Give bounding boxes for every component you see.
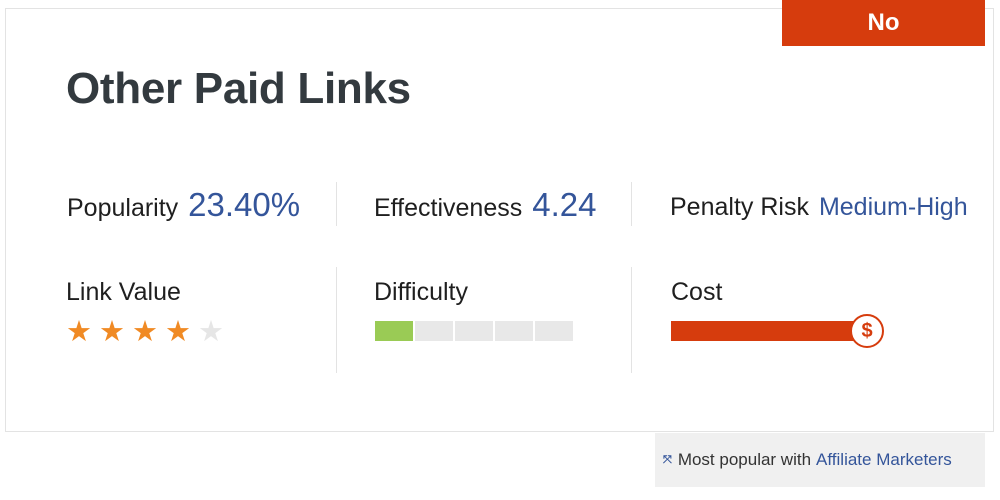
star-icon: ★ bbox=[165, 316, 191, 348]
effectiveness-label: Effectiveness bbox=[374, 194, 523, 222]
penalty-risk-label: Penalty Risk bbox=[670, 193, 809, 221]
link-value-stars: ★ ★ ★ ★ ★ bbox=[66, 318, 224, 347]
popularity-stat: Popularity 23.40% bbox=[67, 186, 300, 224]
difficulty-segment bbox=[495, 321, 533, 341]
affiliate-marketers-link[interactable]: Affiliate Marketers bbox=[816, 450, 952, 469]
popularity-footer: ⤧ Most popular with Affiliate Marketers bbox=[655, 433, 985, 487]
footer-text: Most popular with bbox=[677, 450, 812, 469]
star-icon: ★ bbox=[66, 316, 92, 348]
difficulty-meter bbox=[375, 321, 573, 341]
star-icon: ★ bbox=[132, 316, 158, 348]
divider bbox=[631, 267, 632, 373]
star-icon: ★ bbox=[198, 316, 224, 348]
link-card bbox=[5, 8, 994, 432]
difficulty-segment bbox=[455, 321, 493, 341]
effectiveness-value: 4.24 bbox=[532, 186, 597, 223]
effectiveness-stat: Effectiveness 4.24 bbox=[374, 186, 596, 224]
dollar-icon: $ bbox=[850, 314, 884, 348]
cost-label: Cost bbox=[671, 278, 723, 306]
penalty-risk-stat: Penalty Risk Medium-High bbox=[670, 193, 968, 222]
difficulty-segment bbox=[375, 321, 413, 341]
divider bbox=[336, 267, 337, 373]
x-icon: ⤧ bbox=[663, 453, 672, 466]
divider bbox=[336, 182, 337, 226]
difficulty-label: Difficulty bbox=[374, 278, 469, 306]
popularity-value: 23.40% bbox=[188, 186, 301, 223]
verdict-badge: No bbox=[782, 0, 985, 46]
difficulty-segment bbox=[415, 321, 453, 341]
link-value-label: Link Value bbox=[66, 278, 181, 306]
penalty-risk-value: Medium-High bbox=[818, 193, 968, 221]
divider bbox=[631, 182, 632, 226]
page-title: Other Paid Links bbox=[66, 64, 411, 113]
cost-bar bbox=[671, 321, 861, 341]
star-icon: ★ bbox=[99, 316, 125, 348]
difficulty-segment bbox=[535, 321, 573, 341]
popularity-label: Popularity bbox=[67, 194, 179, 222]
